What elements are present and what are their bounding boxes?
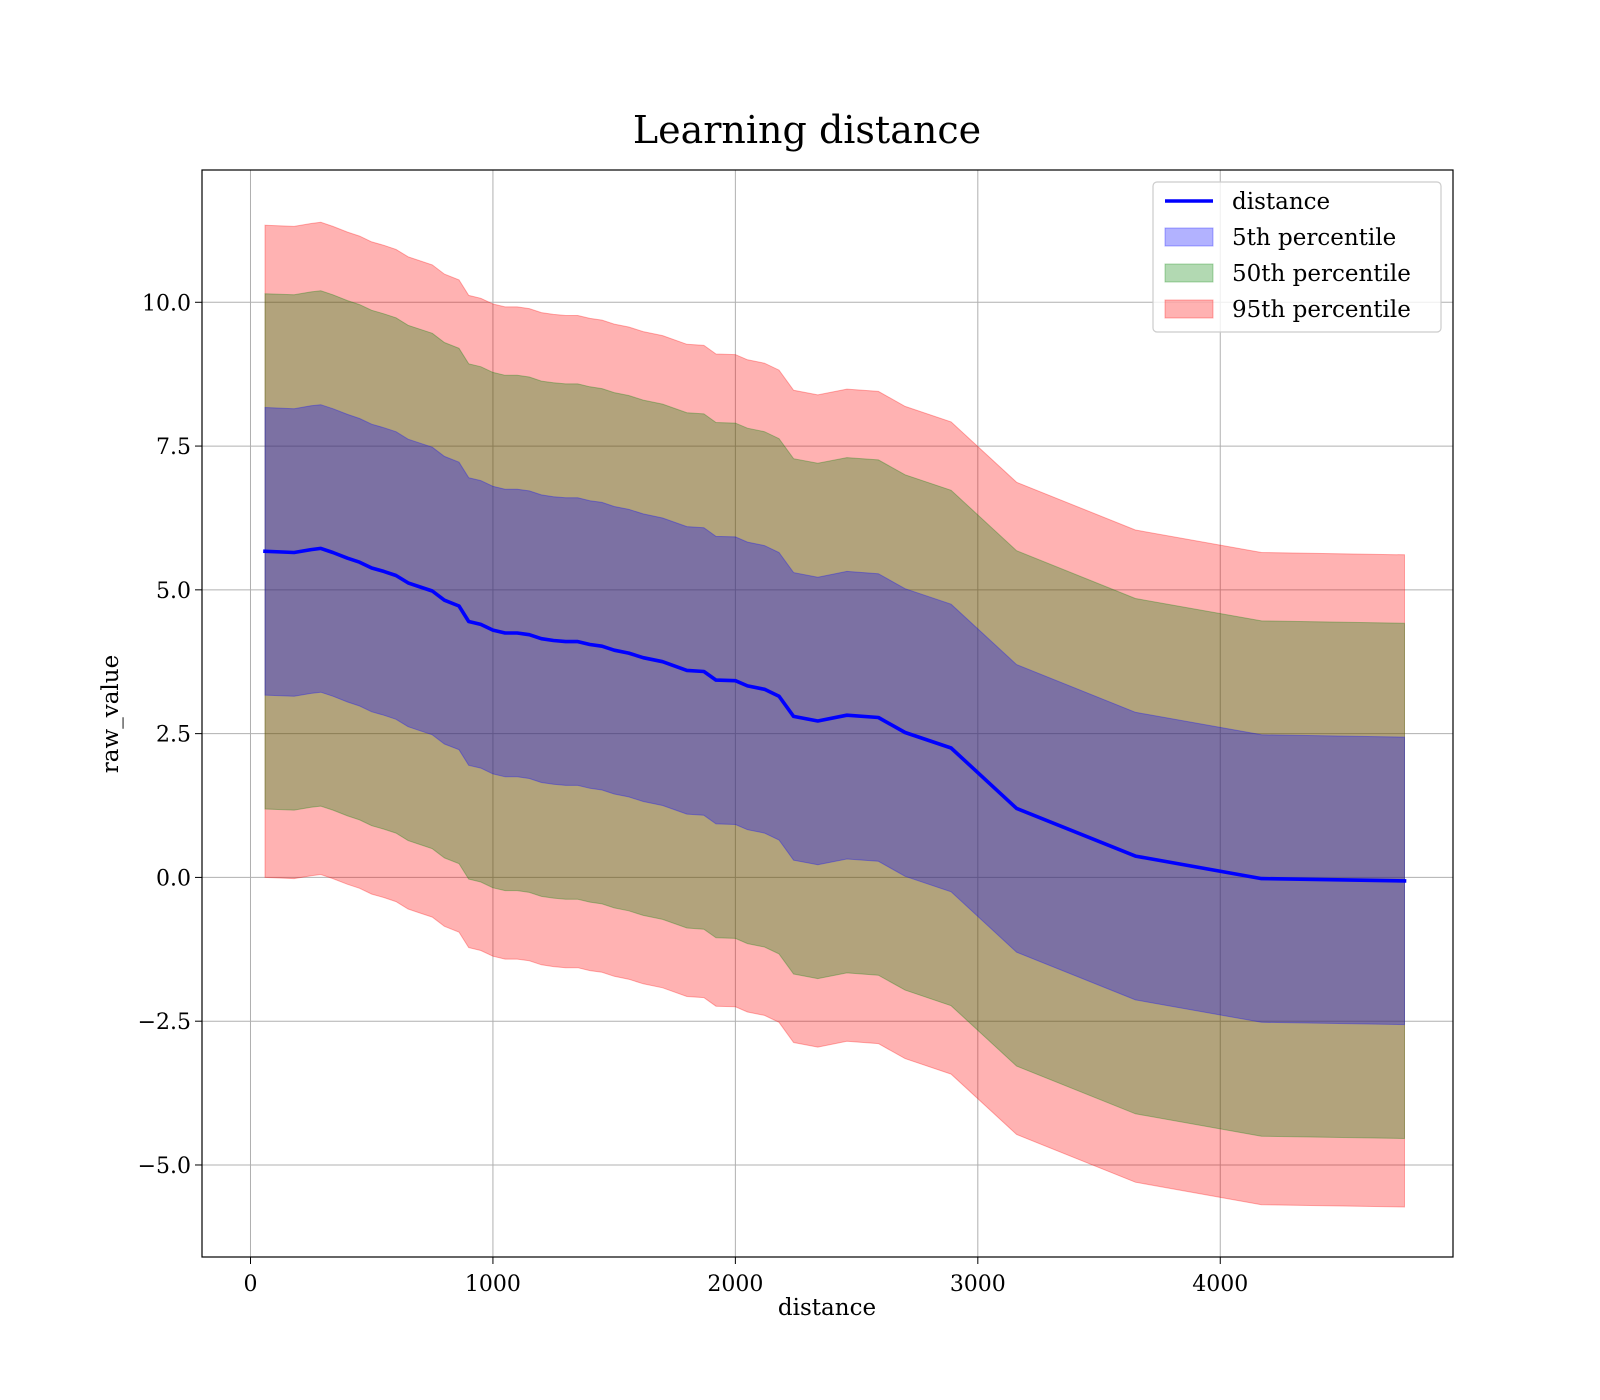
legend-swatch-5th-percentile xyxy=(1164,227,1214,247)
5th-percentile-band xyxy=(264,404,1405,1026)
x-tick-label: 1000 xyxy=(465,1272,521,1297)
plot-area xyxy=(201,169,1454,1258)
legend-swatch-95th-percentile xyxy=(1164,299,1214,319)
x-tick-label: 0 xyxy=(243,1272,257,1297)
x-tick-label: 4000 xyxy=(1192,1272,1248,1297)
series-lines xyxy=(263,546,1407,883)
legend-frame xyxy=(1152,181,1442,333)
y-tick-label: 10.0 xyxy=(142,291,191,316)
legend-label-50th-percentile: 50th percentile xyxy=(1232,261,1411,287)
x-axis-ticks: 0 1000 2000 3000 4000 xyxy=(243,1257,1248,1297)
y-tick-label: 0.0 xyxy=(156,866,191,891)
legend-swatch-50th-percentile xyxy=(1164,263,1214,283)
legend-label-95th-percentile: 95th percentile xyxy=(1232,297,1411,323)
x-axis-label: distance xyxy=(778,1295,876,1321)
50th-percentile-band xyxy=(264,290,1405,1140)
y-tick-label: −2.5 xyxy=(138,1010,191,1035)
y-tick-label: 2.5 xyxy=(156,723,191,748)
x-tick-label: 2000 xyxy=(707,1272,763,1297)
legend-label-5th-percentile: 5th percentile xyxy=(1232,225,1396,251)
grid xyxy=(202,170,1453,1257)
chart-title: Learning distance xyxy=(633,108,981,152)
plot-frame xyxy=(201,169,1454,1258)
y-axis-ticks: −5.0 −2.5 0.0 2.5 5.0 7.5 10.0 xyxy=(138,291,202,1179)
percentile-bands xyxy=(264,221,1405,1208)
legend-items: distance 5th percentile 50th percentile 95t… xyxy=(1164,189,1411,323)
distance-line xyxy=(263,546,1407,883)
95th-percentile-band xyxy=(264,221,1405,1208)
x-tick-label: 3000 xyxy=(950,1272,1006,1297)
y-tick-label: 7.5 xyxy=(156,435,191,460)
legend: distance 5th percentile 50th percentile 95t… xyxy=(1152,181,1442,333)
y-tick-label: 5.0 xyxy=(156,579,191,604)
y-axis-label: raw_value xyxy=(98,655,124,773)
legend-label-distance: distance xyxy=(1232,189,1330,215)
y-tick-label: −5.0 xyxy=(138,1154,191,1179)
